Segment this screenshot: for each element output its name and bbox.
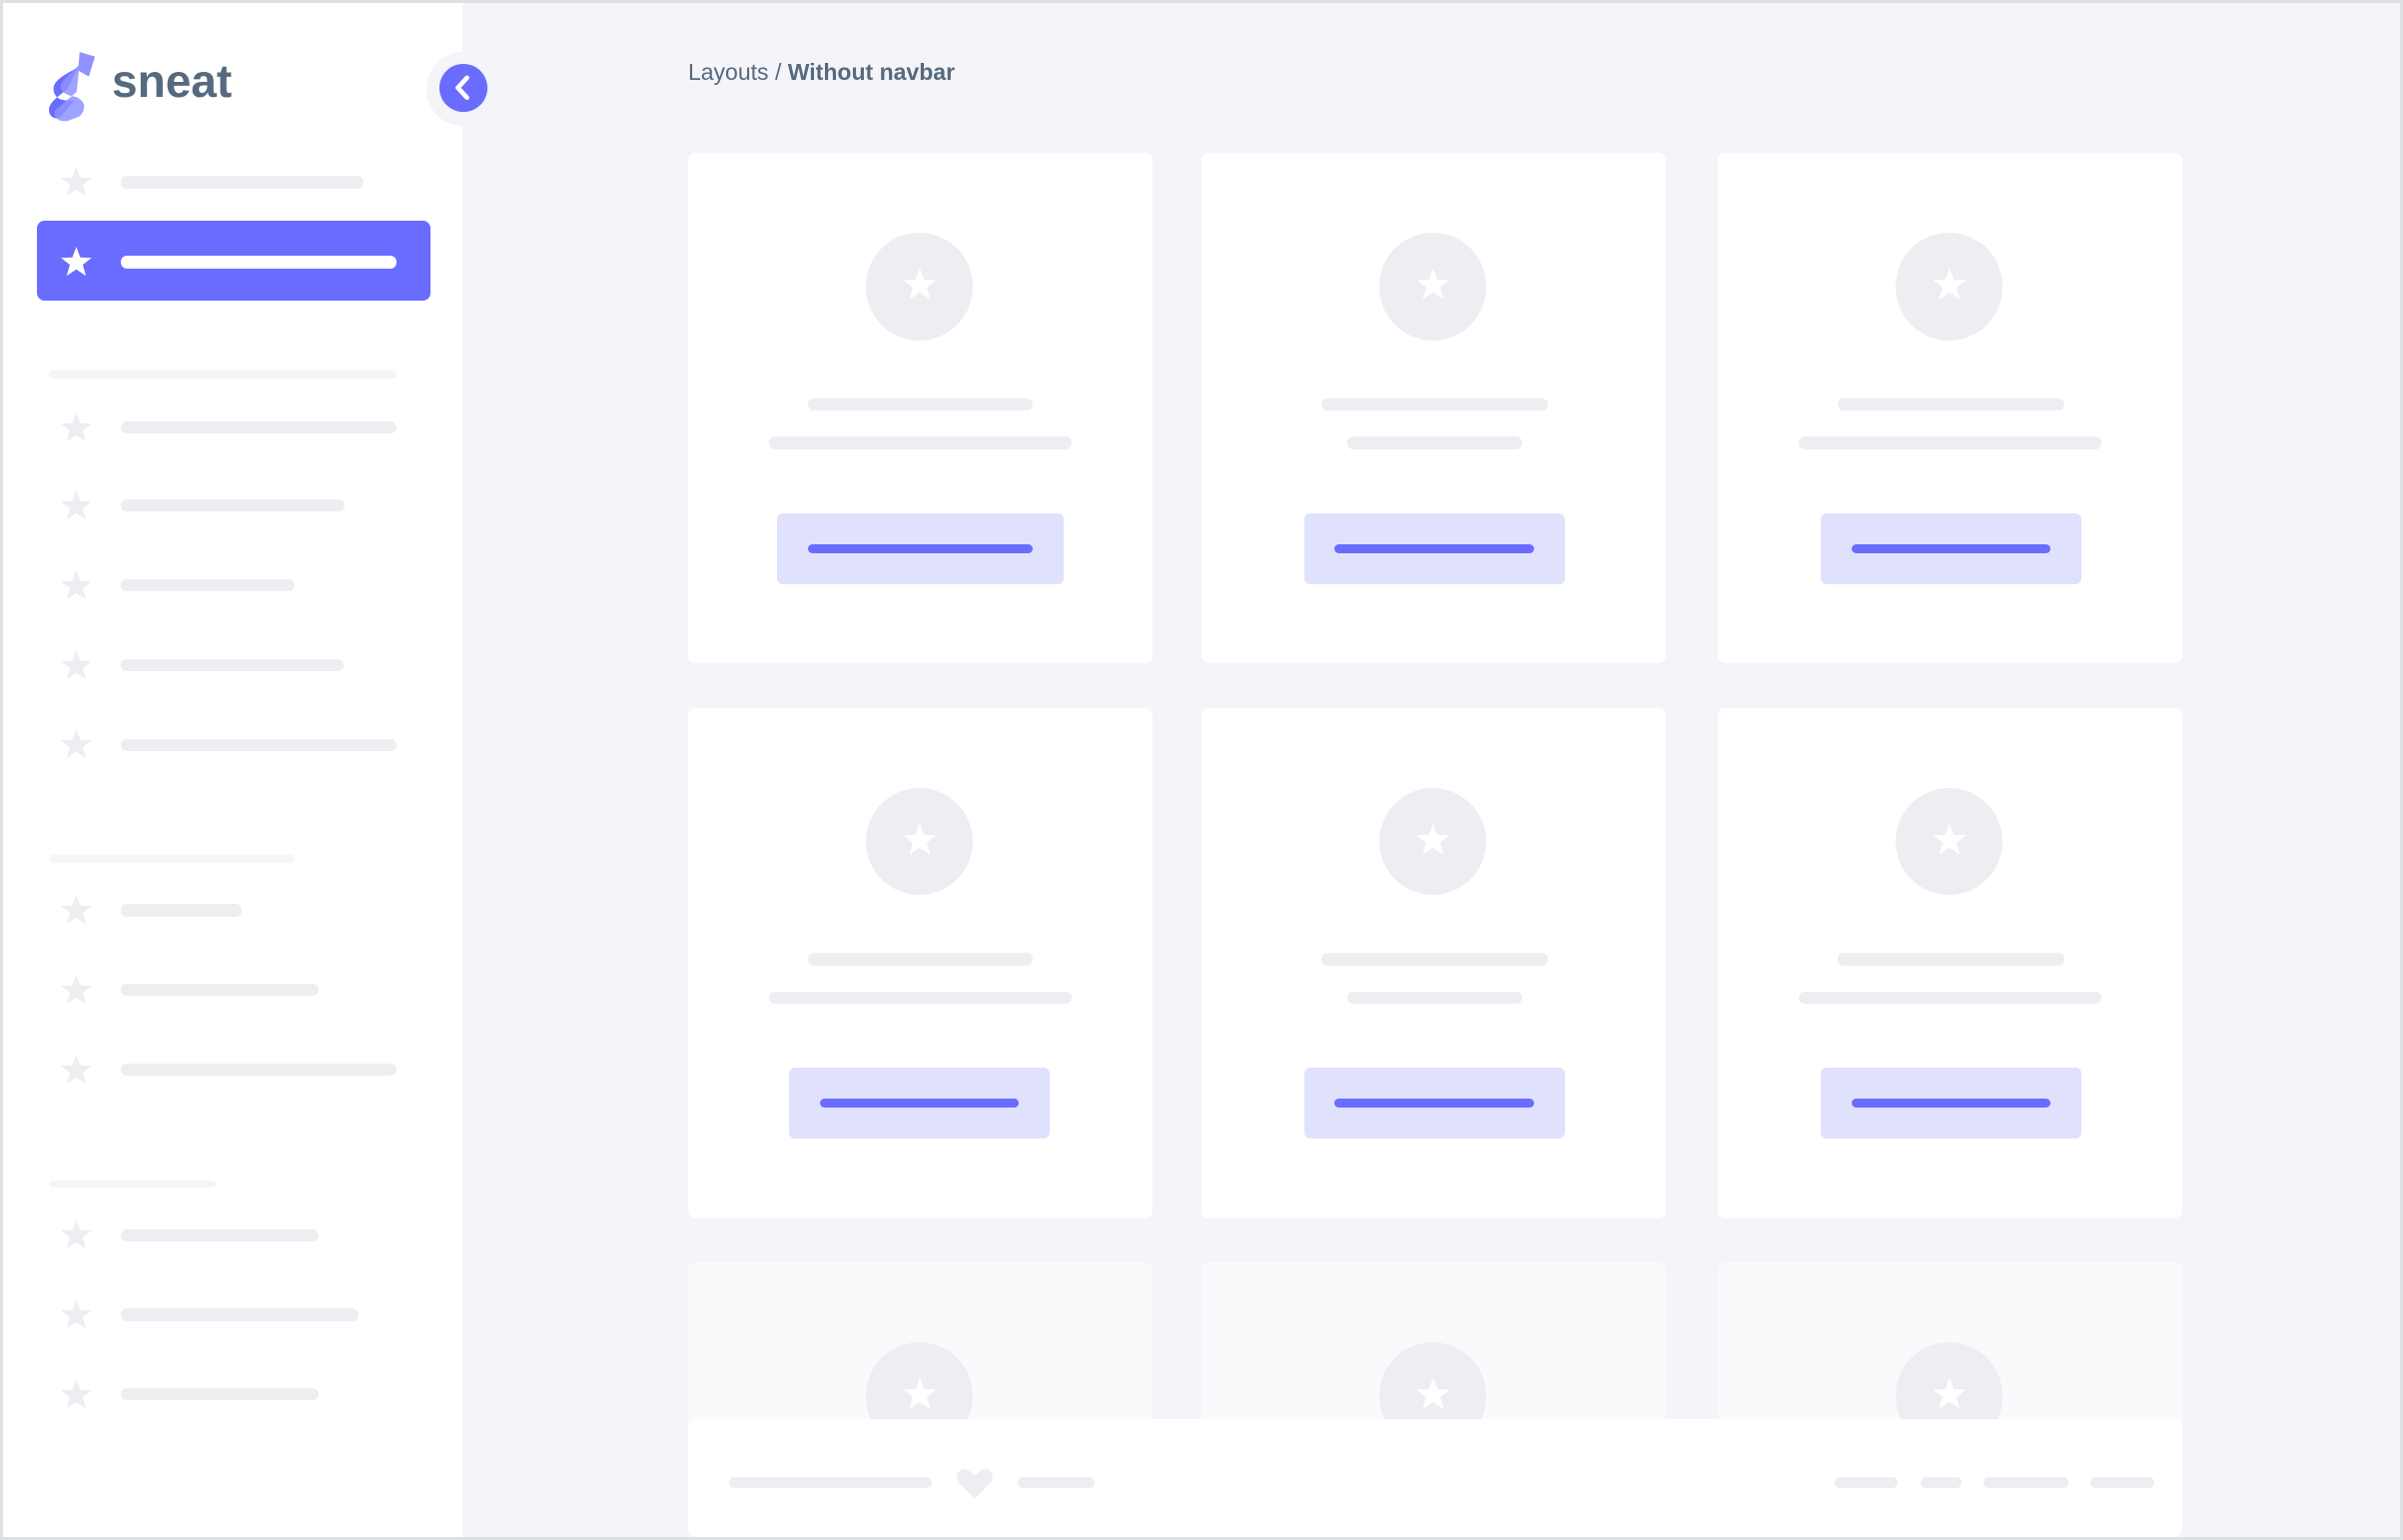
menu-section-header <box>49 1179 217 1188</box>
star-icon <box>61 247 93 277</box>
sidebar-item-label <box>121 1063 398 1077</box>
card-button-label <box>819 1099 1020 1109</box>
star-icon <box>902 268 937 301</box>
heart-icon <box>957 1468 993 1499</box>
footer-link[interactable] <box>1920 1477 1963 1488</box>
card-button-label <box>1334 1099 1534 1109</box>
star-icon <box>61 895 93 925</box>
card-subtitle <box>1346 991 1522 1005</box>
sidebar-item-label <box>121 1228 320 1241</box>
star-icon <box>61 729 93 759</box>
card-subtitle <box>769 991 1072 1005</box>
star-icon <box>61 649 93 679</box>
card-button[interactable] <box>1820 513 2081 584</box>
card-title <box>807 953 1034 966</box>
star-icon <box>61 1219 93 1249</box>
card-title <box>1837 397 2064 411</box>
card <box>1718 707 2183 1218</box>
card-title <box>1837 953 2064 966</box>
star-icon <box>61 490 93 520</box>
sidebar-item-label <box>121 176 364 189</box>
card-button-label <box>807 543 1034 553</box>
footer-text <box>1017 1477 1095 1488</box>
card-avatar <box>1896 787 2003 896</box>
star-icon <box>1416 1377 1450 1410</box>
star-icon <box>61 569 93 599</box>
card-avatar <box>865 233 974 341</box>
sidebar-item-label <box>121 420 398 434</box>
star-icon <box>902 1377 937 1410</box>
sidebar-item-label <box>121 499 346 512</box>
star-icon <box>61 167 93 197</box>
star-icon <box>1416 823 1450 855</box>
app-window: sneat Layouts / Without navbar <box>3 3 2400 1538</box>
footer-link[interactable] <box>2089 1477 2155 1488</box>
card <box>687 707 1153 1218</box>
card-title <box>807 397 1034 411</box>
star-icon <box>61 1054 93 1084</box>
card-avatar <box>1378 787 1487 896</box>
star-icon <box>902 823 937 855</box>
footer <box>687 1418 2183 1538</box>
sidebar-item-label <box>121 1388 320 1401</box>
breadcrumb: Layouts / Without navbar <box>688 61 955 84</box>
sidebar-collapse-button[interactable] <box>439 64 487 112</box>
card <box>1201 153 1666 664</box>
card-title <box>1320 953 1548 966</box>
breadcrumb-parent[interactable]: Layouts <box>687 59 769 86</box>
star-icon <box>1933 1377 1967 1410</box>
card-button[interactable] <box>776 513 1064 584</box>
card <box>1201 707 1666 1218</box>
card-button[interactable] <box>1303 1068 1565 1140</box>
star-icon <box>1416 268 1450 301</box>
brand-name: sneat <box>112 55 233 108</box>
card-button[interactable] <box>1303 513 1565 584</box>
sidebar: sneat <box>3 3 463 1538</box>
breadcrumb-separator: / <box>768 59 788 86</box>
menu-section-header <box>49 371 398 379</box>
sidebar-item-label <box>121 738 398 751</box>
card-subtitle <box>769 436 1072 449</box>
card-subtitle <box>1799 436 2101 449</box>
menu-section-header <box>49 855 295 863</box>
card-button[interactable] <box>1820 1068 2081 1140</box>
star-icon <box>61 1299 93 1329</box>
sidebar-item-label <box>121 1308 360 1321</box>
card-avatar <box>865 787 974 896</box>
star-icon <box>61 411 93 441</box>
card-avatar <box>1378 233 1487 341</box>
breadcrumb-current: Without navbar <box>787 59 956 86</box>
card-button[interactable] <box>789 1068 1051 1140</box>
chevron-left-icon <box>455 75 470 101</box>
footer-link[interactable] <box>1834 1477 1898 1488</box>
card <box>1718 153 2183 664</box>
star-icon <box>1933 823 1967 855</box>
card-subtitle <box>1346 436 1522 449</box>
card-button-label <box>1334 543 1534 553</box>
card-avatar <box>1896 233 2003 341</box>
sidebar-item-label <box>121 658 344 672</box>
sidebar-item-label <box>121 579 295 592</box>
card-button-label <box>1851 1099 2051 1109</box>
card-subtitle <box>1799 991 2101 1005</box>
sneat-logo-icon <box>49 52 96 122</box>
card-title <box>1320 397 1548 411</box>
sidebar-item-label <box>121 904 243 917</box>
footer-text <box>729 1477 932 1488</box>
footer-link[interactable] <box>1983 1477 2069 1488</box>
card-button-label <box>1851 543 2051 553</box>
star-icon <box>61 974 93 1005</box>
star-icon <box>61 1378 93 1409</box>
card <box>687 153 1153 664</box>
sidebar-item-label <box>121 256 398 269</box>
star-icon <box>1933 268 1967 301</box>
sidebar-item-label <box>121 984 320 997</box>
